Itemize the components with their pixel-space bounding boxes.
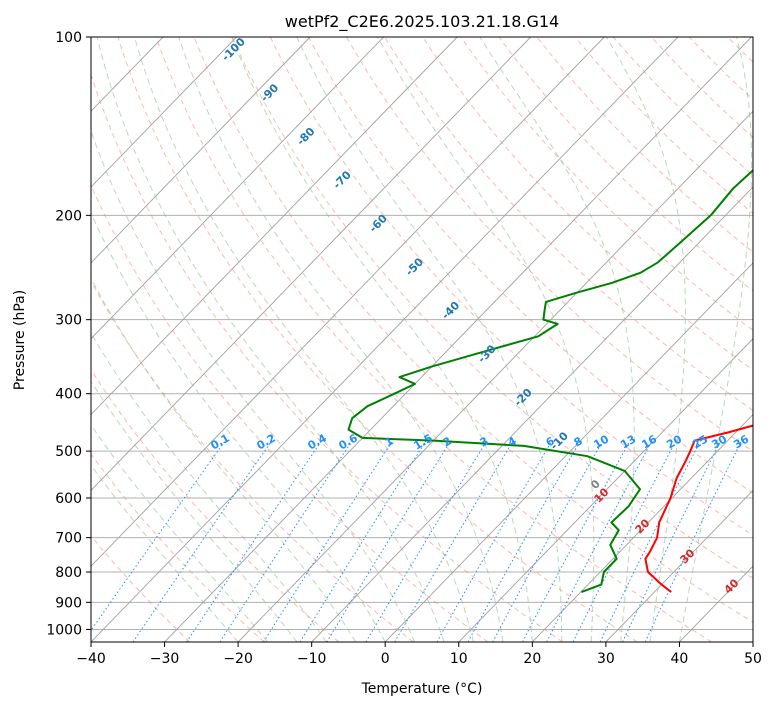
- isotherm-line: [753, 37, 775, 642]
- dewpoint-profile-line: [349, 37, 775, 592]
- mixing-ratio-line: [327, 441, 451, 642]
- isotherm-line: [385, 37, 775, 642]
- mixing-ratio-line: [187, 441, 322, 642]
- x-tick-label: 0: [381, 651, 390, 667]
- dry-adiabat-line: [651, 37, 775, 642]
- mixing-ratio-line: [645, 441, 741, 642]
- isotherm-label: -50: [403, 255, 426, 278]
- mixing-ratio-line: [523, 441, 631, 642]
- dry-adiabat-line: [0, 37, 339, 642]
- dry-adiabat-line: [728, 37, 775, 642]
- isotherm-label: -90: [258, 81, 281, 104]
- isotherm-line: [0, 37, 237, 642]
- mixing-ratio-line: [437, 441, 552, 642]
- moist-adiabat-line: [232, 37, 533, 642]
- isotherm-line: [312, 37, 775, 642]
- warm-isotherm-label: 30: [678, 546, 698, 566]
- mixing-ratio-line: [623, 441, 721, 642]
- y-tick-label: 100: [55, 30, 82, 46]
- dry-adiabat-line: [118, 37, 637, 642]
- moist-adiabat-line: [179, 37, 503, 642]
- warm-isotherm-label: 40: [722, 576, 742, 596]
- chart-title: wetPf2_C2E6.2025.103.21.18.G14: [285, 12, 559, 32]
- isotherm-line: [0, 37, 531, 642]
- mixing-ratio-label: 3: [478, 434, 491, 449]
- x-axis-ticks: −40 −30 −20 −10 0 10 20 30 40 50: [76, 642, 762, 667]
- mixing-ratio-label: 1: [383, 434, 396, 449]
- isotherm-label: -30: [475, 342, 498, 365]
- isotherm-line: [0, 37, 457, 642]
- x-axis-label: Temperature (°C): [361, 681, 483, 697]
- dry-adiabat-line: [689, 37, 775, 642]
- x-tick-label: −20: [223, 651, 253, 667]
- mixing-ratio-line: [133, 441, 272, 642]
- y-tick-label: 400: [55, 387, 82, 403]
- mixing-ratio-label: 13: [618, 433, 638, 452]
- mixing-ratio-label: 10: [591, 432, 611, 451]
- y-tick-label: 700: [55, 531, 82, 547]
- isotherm-label: -40: [439, 299, 462, 322]
- y-axis-label: Pressure (hPa): [12, 290, 28, 390]
- y-tick-label: 500: [55, 444, 82, 460]
- moist-adiabat-line: [134, 37, 473, 642]
- mixing-ratio-label: 0.2: [255, 431, 278, 452]
- isotherm-line: [459, 37, 775, 642]
- moist-adiabat-line: [0, 141, 297, 642]
- dry-adiabat-line: [0, 37, 264, 642]
- dry-adiabat-line: [308, 37, 775, 642]
- mixing-ratio-line: [468, 441, 580, 642]
- warm-isotherm-label: 20: [633, 516, 653, 536]
- mixing-ratio-line: [220, 441, 352, 642]
- x-tick-label: 50: [744, 651, 762, 667]
- dry-adiabat-line: [4, 37, 414, 642]
- x-tick-label: 10: [450, 651, 468, 667]
- dry-adiabat-line: [766, 37, 775, 642]
- mixing-ratio-label: 30: [709, 432, 729, 451]
- y-tick-label: 1000: [46, 622, 82, 638]
- y-tick-label: 800: [55, 565, 82, 581]
- isotherm-label: -20: [512, 386, 535, 409]
- y-tick-label: 900: [55, 595, 82, 611]
- x-tick-label: 30: [597, 651, 615, 667]
- moist-adiabat-line: [297, 37, 562, 642]
- dry-adiabat-line: [270, 37, 775, 642]
- mixing-ratio-line: [366, 441, 487, 642]
- mixing-ratio-label: 0.4: [306, 431, 330, 452]
- dry-adiabat-line: [80, 37, 563, 642]
- moist-adiabat-line: [42, 62, 386, 643]
- x-tick-label: −40: [76, 651, 106, 667]
- mixing-ratio-label: 4: [506, 434, 519, 449]
- moist-adiabat-line: [378, 37, 594, 642]
- isotherm-line: [0, 37, 310, 642]
- y-axis-ticks: 100 200 300 400 500 600 700 800 900 1000: [46, 30, 91, 638]
- mixing-ratio-line: [264, 441, 393, 642]
- profile-lines: [349, 37, 775, 592]
- mixing-ratio-label: 20: [664, 432, 684, 451]
- mixing-ratio-line: [493, 441, 603, 642]
- y-tick-label: 600: [55, 491, 82, 507]
- x-tick-label: 40: [671, 651, 689, 667]
- x-tick-label: −30: [150, 651, 180, 667]
- isotherm-label: -100: [219, 35, 248, 64]
- x-tick-label: −10: [297, 651, 327, 667]
- dry-adiabat-line: [537, 37, 775, 642]
- mixing-ratio-label: 25: [690, 433, 710, 452]
- y-tick-label: 300: [55, 313, 82, 329]
- mixing-ratio-label: 1.5: [412, 431, 435, 452]
- moist-adiabat-line: [65, 37, 415, 642]
- background-lines: [0, 37, 775, 642]
- dry-adiabat-line: [42, 37, 488, 642]
- temperature-profile-line: [645, 37, 775, 592]
- y-tick-label: 200: [55, 208, 82, 224]
- mixing-ratio-label: 16: [639, 432, 659, 451]
- x-tick-label: 20: [523, 651, 541, 667]
- dry-adiabat-line: [423, 37, 775, 642]
- isotherm-label: -80: [294, 125, 317, 148]
- mixing-ratio-label: 0.1: [209, 431, 232, 452]
